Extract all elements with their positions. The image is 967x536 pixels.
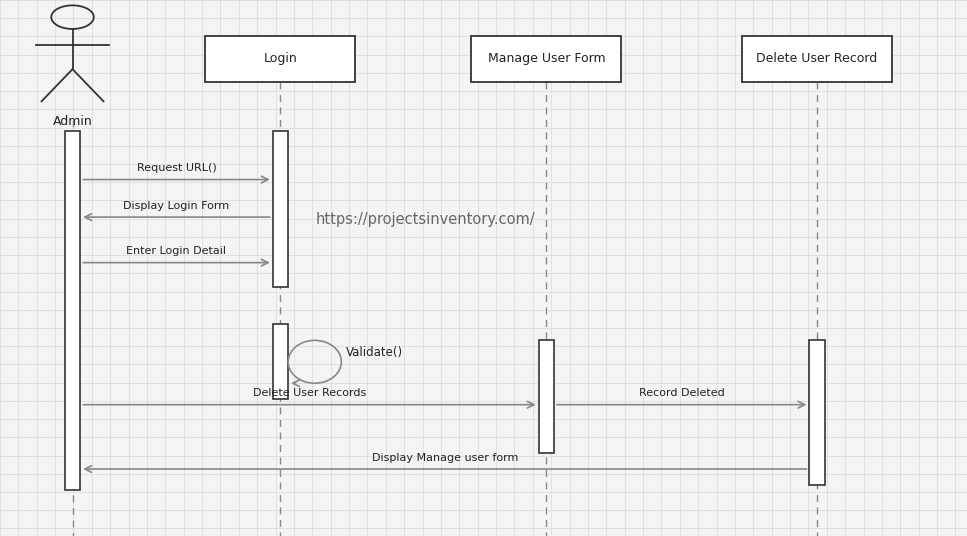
Bar [205, 36, 356, 82]
Text: Request URL(): Request URL() [136, 163, 217, 173]
Text: https://projectsinventory.com/: https://projectsinventory.com/ [315, 212, 536, 227]
Bar [539, 340, 554, 453]
Text: Enter Login Detail: Enter Login Detail [127, 246, 226, 256]
Text: Login: Login [264, 53, 297, 65]
Text: Manage User Form: Manage User Form [487, 53, 605, 65]
Bar [65, 131, 80, 490]
Bar [273, 324, 288, 399]
Bar [809, 340, 825, 485]
Text: Display Login Form: Display Login Form [124, 200, 229, 211]
Text: Admin: Admin [52, 115, 93, 128]
Bar [273, 131, 288, 287]
Text: Delete User Record: Delete User Record [756, 53, 878, 65]
Bar [471, 36, 621, 82]
Text: Display Manage user form: Display Manage user form [371, 452, 518, 463]
Text: Validate(): Validate() [346, 346, 403, 359]
Bar [743, 36, 892, 82]
Text: Record Deleted: Record Deleted [639, 388, 724, 398]
Text: Delete User Records: Delete User Records [252, 388, 366, 398]
